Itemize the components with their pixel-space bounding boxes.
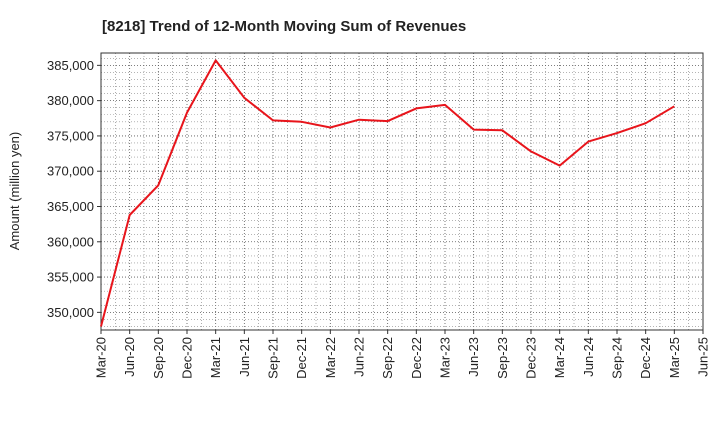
series-group	[100, 59, 675, 327]
x-tick-label: Jun-24	[581, 337, 596, 377]
x-tick-label: Jun-23	[466, 337, 481, 377]
series-line	[100, 59, 675, 327]
x-tick-label: Jun-20	[122, 337, 137, 377]
x-tick-label: Jun-22	[352, 337, 367, 377]
x-tick-label: Mar-24	[552, 337, 567, 378]
y-tick-label: 350,000	[47, 305, 94, 320]
chart-title: [8218] Trend of 12-Month Moving Sum of R…	[102, 18, 466, 35]
y-axis-label: Amount (million yen)	[7, 132, 22, 251]
y-tick-label: 370,000	[47, 164, 94, 179]
x-tick-label: Mar-21	[208, 337, 223, 378]
x-tick-label: Dec-23	[524, 337, 539, 379]
x-tick-label: Dec-22	[409, 337, 424, 379]
plot-frame	[100, 52, 704, 331]
y-tick-label: 360,000	[47, 234, 94, 249]
x-tick-label: Jun-21	[237, 337, 252, 377]
x-tick-label: Dec-20	[180, 337, 195, 379]
x-tick-label: Jun-25	[696, 337, 711, 377]
y-tick-label: 385,000	[47, 58, 94, 73]
y-tick-label: 375,000	[47, 128, 94, 143]
x-tick-label: Dec-24	[638, 337, 653, 379]
x-tick-label: Sep-20	[151, 337, 166, 379]
x-tick-label: Sep-22	[380, 337, 395, 379]
x-tick-label: Sep-23	[495, 337, 510, 379]
grid-lines	[100, 53, 704, 330]
x-tick-label: Dec-21	[294, 337, 309, 379]
y-tick-label: 355,000	[47, 270, 94, 285]
x-tick-label: Sep-21	[266, 337, 281, 379]
x-tick-label: Mar-23	[438, 337, 453, 378]
x-tick-label: Mar-25	[667, 337, 682, 378]
x-axis-ticks: Mar-20 Jun-20 Sep-20 Dec-20 Mar-21 Jun-21 Sep-…	[94, 330, 711, 379]
y-tick-label: 365,000	[47, 199, 94, 214]
y-tick-label: 380,000	[47, 93, 94, 108]
x-tick-label: Mar-20	[94, 337, 109, 378]
x-tick-label: Mar-22	[323, 337, 338, 378]
x-tick-label: Sep-24	[610, 337, 625, 379]
y-axis-ticks: 350,000 355,000 360,000 365,000 370,000 375,0…	[47, 58, 101, 320]
